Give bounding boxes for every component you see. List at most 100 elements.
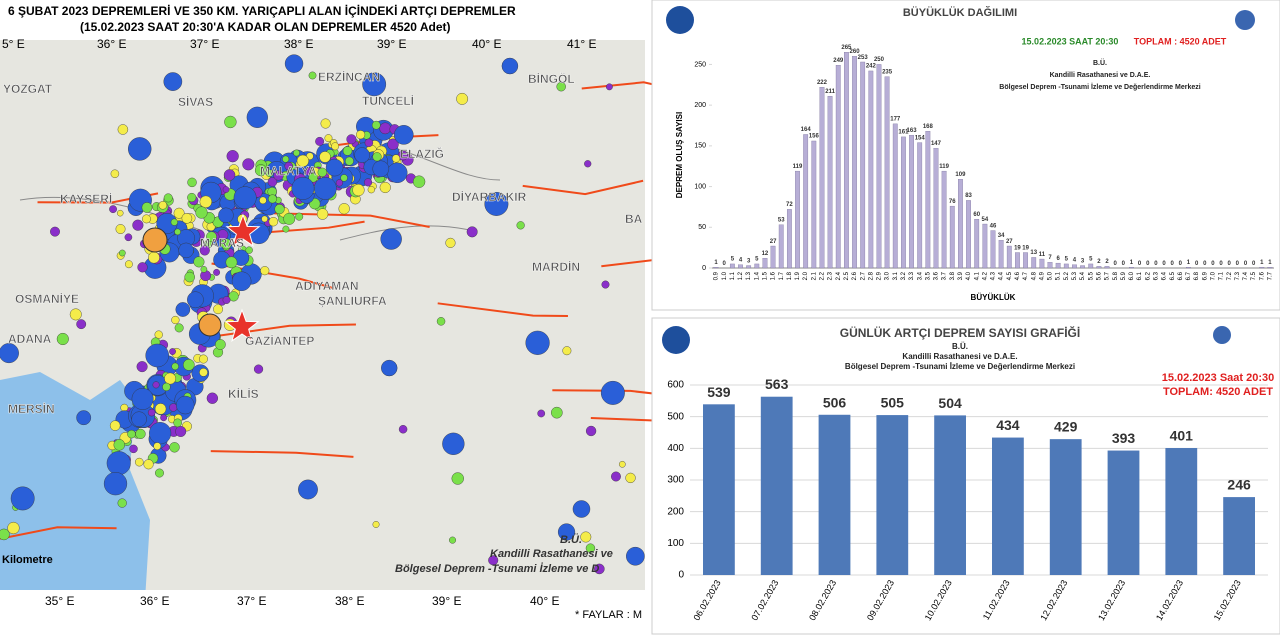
x-tick-label: 5.2 (1064, 271, 1070, 280)
mainshock-star (225, 213, 261, 247)
credit: Kandilli Rasathanesi ve (490, 548, 613, 560)
epicenter-dot (135, 428, 146, 440)
epicenter-dot (260, 266, 270, 276)
epicenter-dot (183, 359, 195, 371)
value-label: 1 (1260, 260, 1264, 266)
epicenter-dot (551, 406, 563, 419)
value-label: 250 (874, 57, 885, 63)
y-tick-label: 500 (667, 411, 684, 422)
bar (949, 205, 955, 269)
epicenter-dot (113, 439, 126, 451)
epicenter-dot (131, 411, 147, 427)
longitude-label: 37° E (190, 37, 219, 51)
bar (990, 230, 996, 269)
epicenter-dot (325, 158, 344, 177)
fault-line (522, 179, 644, 196)
value-label: 429 (1054, 419, 1078, 435)
value-label: 46 (990, 223, 997, 229)
value-label: 5 (731, 257, 735, 263)
bar (1267, 267, 1273, 269)
value-label: 54 (982, 217, 989, 223)
bar (1047, 262, 1053, 269)
y-tick-label: 0 (678, 570, 684, 581)
place-label: KAYSERİ (60, 191, 112, 206)
y-tick-label: 200 (694, 102, 706, 109)
bar (770, 245, 776, 269)
epicenter-dot (187, 291, 204, 309)
epicenter-dot (69, 308, 82, 321)
value-label: 6 (1056, 256, 1060, 262)
x-tick-label: 6.9 (1202, 271, 1208, 280)
value-label: 260 (850, 49, 861, 55)
value-label: 2 (1097, 259, 1101, 265)
bar (703, 404, 735, 575)
epicenter-dot (261, 215, 268, 223)
epicenter-dot (594, 563, 605, 575)
value-label: 0 (1195, 261, 1199, 267)
epicenter-dot (398, 425, 408, 434)
value-label: 19 (1022, 245, 1029, 251)
epicenter-dot (169, 348, 176, 355)
value-label: 0 (1122, 261, 1126, 267)
epicenter-dot (364, 178, 373, 187)
epicenter-dot (283, 212, 296, 225)
value-label: 0 (1171, 261, 1175, 267)
x-tick-label: 2.6 (852, 271, 858, 280)
y-tick-label: 400 (667, 443, 684, 454)
x-tick-label: 3.6 (934, 271, 940, 280)
fault-line (211, 262, 334, 290)
longitude-label: 41° E (567, 37, 596, 51)
x-tick-label: 7.3 (1235, 271, 1241, 280)
epicenter-dot (296, 154, 309, 167)
bar (876, 415, 909, 575)
value-label: 163 (907, 128, 918, 134)
bar (941, 170, 947, 269)
bar (795, 170, 800, 269)
epicenter-dot (317, 167, 327, 178)
longitude-label: 37° E (237, 594, 266, 608)
epicenter-dot (315, 136, 325, 146)
value-label: 1 (714, 260, 718, 266)
epicenter-dot (484, 192, 509, 216)
value-label: 1 (1268, 260, 1272, 266)
bar (909, 135, 914, 269)
x-tick-label: 5.8 (1113, 271, 1119, 280)
epicenter-dot (344, 156, 354, 166)
epicenter-dot (164, 372, 177, 385)
value-label: 154 (915, 135, 926, 141)
value-label: 11 (1039, 252, 1046, 258)
epicenter-dot (293, 149, 300, 157)
epicenter-dot (372, 160, 390, 178)
x-tick-label: 6.6 (1178, 271, 1184, 280)
epicenter-dot (149, 422, 172, 445)
epicenter-dot (267, 177, 278, 187)
legend-note: * FAYLAR : M (575, 609, 642, 621)
value-label: 0 (1236, 261, 1240, 267)
annotation: TOPLAM: 4520 ADET (1163, 386, 1273, 398)
fault-line (274, 212, 430, 228)
y-tick-label: 100 (694, 183, 706, 190)
annotation: Bölgesel Deprem -Tsunami İzleme ve Değer… (845, 362, 1075, 371)
longitude-label: 39° E (432, 594, 461, 608)
value-label: 119 (793, 164, 803, 170)
bar (835, 65, 841, 269)
bar (786, 209, 792, 269)
longitude-label: 36° E (140, 594, 169, 608)
epicenter-dot (178, 242, 194, 259)
epicenter-dot (605, 83, 613, 91)
value-label: 253 (858, 55, 869, 61)
epicenter-dot (132, 219, 144, 231)
annotation: TOPLAM : 4520 ADET (1134, 36, 1227, 46)
epicenter-dot (451, 472, 464, 485)
x-tick-label: 3.5 (925, 271, 931, 280)
bar (934, 415, 966, 575)
epicenter-dot (109, 420, 121, 431)
x-tick-label: 7.7 (1268, 271, 1274, 280)
epicenter-dot (379, 181, 391, 194)
value-label: 13 (1030, 250, 1037, 256)
value-label: 83 (965, 193, 972, 199)
bar (876, 64, 882, 269)
place-label: ADIYAMAN (295, 279, 359, 293)
fault-line (210, 450, 354, 458)
